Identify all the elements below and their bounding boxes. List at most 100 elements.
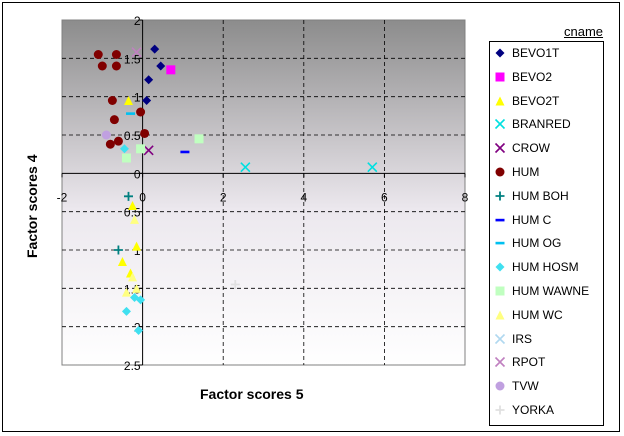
legend-marker-hum-c — [495, 218, 505, 221]
legend-marker-branred — [494, 119, 506, 130]
legend-marker-crow — [494, 143, 506, 154]
x-tick-label: 6 — [381, 190, 388, 204]
legend-label: BEVO1T — [512, 46, 560, 60]
data-point-hum-wc — [121, 287, 131, 297]
data-point-bevo2t — [123, 96, 133, 105]
legend: BEVO1T BEVO2 BEVO2T BRANRED CROW HUM HUM BOH HU… — [489, 41, 604, 426]
y-tick-label: 0 — [134, 167, 141, 181]
legend-marker-icon — [494, 119, 506, 130]
legend-label: HUM WC — [512, 307, 563, 322]
legend-marker-icon — [495, 242, 505, 245]
y-tick-label: 0.5 — [124, 129, 141, 143]
legend-label: HUM HOSM — [512, 260, 579, 275]
legend-marker-hum-og — [495, 242, 505, 245]
y-axis-label: Factor scores 4 — [24, 154, 40, 259]
legend-marker-icon — [495, 48, 505, 58]
legend-marker-yorka — [495, 405, 505, 415]
data-point-rpot — [131, 47, 142, 58]
legend-item-branred: BRANRED — [494, 113, 571, 135]
data-point-hum — [107, 96, 117, 105]
data-point-bevo1t — [142, 96, 152, 105]
legend-item-bevo2t: BEVO2T — [494, 90, 559, 112]
y-tick-label: 1 — [134, 91, 141, 105]
data-point-hum-og — [126, 112, 136, 115]
data-point-branred — [367, 162, 378, 173]
data-point-hum-boh — [113, 245, 123, 255]
grid-lines — [62, 20, 465, 365]
legend-marker-icon — [495, 262, 505, 272]
data-point-hum-hosm — [119, 144, 129, 154]
legend-label: HUM BOH — [512, 188, 569, 203]
legend-label: BRANRED — [512, 117, 571, 132]
data-point-crow — [143, 145, 154, 156]
data-point-yorka — [230, 280, 240, 289]
legend-label: BEVO2T — [512, 93, 560, 108]
data-point-bevo1t — [156, 61, 166, 71]
data-point-hum — [105, 139, 115, 149]
data-point-hum-hosm — [136, 295, 146, 305]
data-point-hum-wawne — [136, 144, 146, 154]
data-point-hum — [113, 136, 123, 146]
x-tick-label: 0 — [139, 190, 146, 204]
data-points — [93, 44, 378, 335]
plot-area — [61, 19, 466, 366]
legend-marker-icon — [494, 143, 506, 154]
data-point-tvw — [101, 130, 111, 140]
data-point-bevo2t — [132, 241, 142, 251]
data-point-hum-c — [180, 150, 190, 154]
x-tick-label: -2 — [57, 190, 68, 204]
legend-label: BEVO2 — [512, 69, 553, 84]
data-point-hum-wc — [132, 283, 142, 293]
legend-marker-icon — [495, 72, 505, 82]
data-point-hum — [93, 50, 103, 59]
legend-marker-rpot — [494, 357, 506, 368]
legend-label: IRS — [512, 331, 533, 346]
legend-marker-icon — [495, 96, 505, 106]
data-point-hum-wawne — [121, 153, 131, 163]
legend-label: RPOT — [512, 355, 546, 370]
legend-marker-icon — [495, 191, 505, 201]
y-tick-label: 2 — [134, 14, 141, 28]
legend-marker-icon — [495, 286, 505, 296]
x-tick-label: 2 — [220, 190, 227, 204]
legend-item-irs: IRS — [494, 328, 532, 350]
legend-marker-hum-wc — [495, 310, 505, 320]
legend-item-bevo2: BEVO2 — [494, 66, 552, 88]
y-tick-label: 1 — [134, 244, 141, 258]
y-tick-label: 2.5 — [124, 359, 141, 373]
data-point-branred — [240, 162, 251, 173]
data-point-bevo2t — [117, 257, 127, 266]
data-point-hum-wc — [128, 272, 138, 282]
legend-label: HUM WAWNE — [512, 284, 590, 298]
data-point-hum — [111, 50, 121, 59]
legend-item-hum: HUM — [494, 161, 539, 183]
legend-marker-hum-hosm — [495, 262, 505, 272]
legend-item-yorka: YORKA — [494, 399, 554, 421]
legend-marker-hum-wawne — [495, 286, 505, 296]
data-point-hum-boh — [123, 191, 133, 201]
legend-marker-icon — [495, 405, 505, 415]
legend-item-hum-wc: HUM WC — [494, 304, 563, 326]
legend-marker-bevo2t — [495, 96, 505, 106]
data-point-hum-wc — [130, 214, 140, 224]
x-tick-label: 4 — [300, 190, 307, 204]
x-tick-label: 8 — [462, 190, 469, 204]
legend-marker-irs — [494, 333, 506, 344]
y-tick-label: 0.5 — [124, 206, 141, 220]
data-point-hum — [109, 115, 119, 125]
legend-item-hum-boh: HUM BOH — [494, 185, 569, 207]
legend-label: HUM OG — [512, 236, 562, 251]
legend-marker-hum — [495, 167, 505, 177]
legend-label: HUM C — [512, 212, 552, 227]
data-point-hum-hosm — [134, 326, 144, 335]
legend-label: TVW — [512, 379, 539, 394]
data-point-hum — [140, 128, 150, 138]
legend-item-bevo1t: BEVO1T — [494, 42, 559, 64]
legend-item-hum-wawne: HUM WAWNE — [494, 280, 589, 302]
legend-label: HUM — [512, 165, 540, 179]
legend-title: cname — [564, 24, 604, 39]
legend-marker-icon — [495, 381, 505, 391]
legend-marker-bevo1t — [495, 48, 505, 58]
legend-marker-icon — [495, 167, 505, 177]
legend-item-hum-hosm: HUM HOSM — [494, 256, 579, 278]
